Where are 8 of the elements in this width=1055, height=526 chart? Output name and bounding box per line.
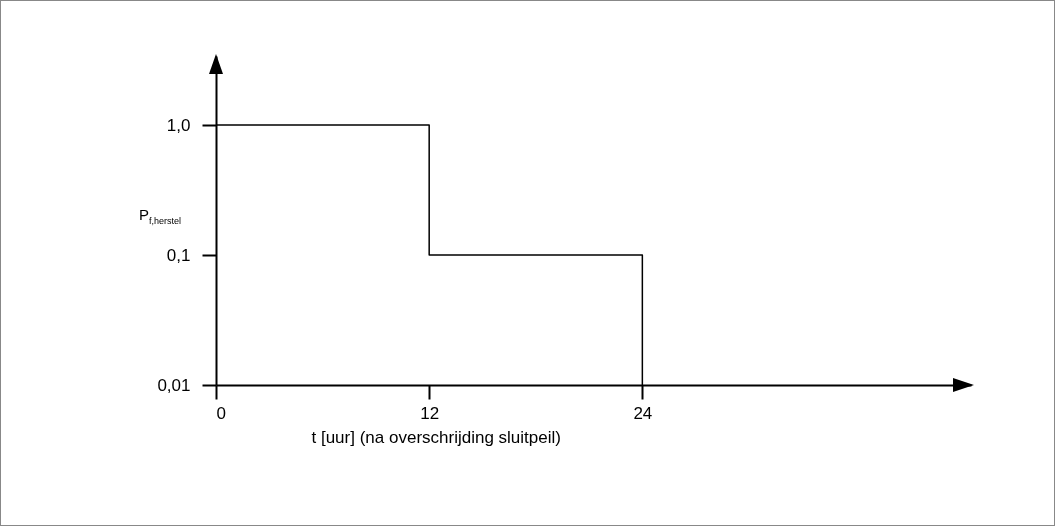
x-tick-label: 12	[420, 403, 440, 423]
x-axis-title: t [uur] (na overschrijding sluitpeil)	[311, 427, 561, 447]
x-tick-label: 24	[633, 403, 653, 423]
y-tick-label: 0,01	[157, 375, 191, 395]
y-tick-label: 1,0	[166, 115, 191, 135]
x-tick-label: 0	[216, 403, 226, 423]
y-tick-label: 0,1	[166, 245, 191, 265]
y-axis-title: P$_{f,herstel}$	[139, 206, 182, 226]
